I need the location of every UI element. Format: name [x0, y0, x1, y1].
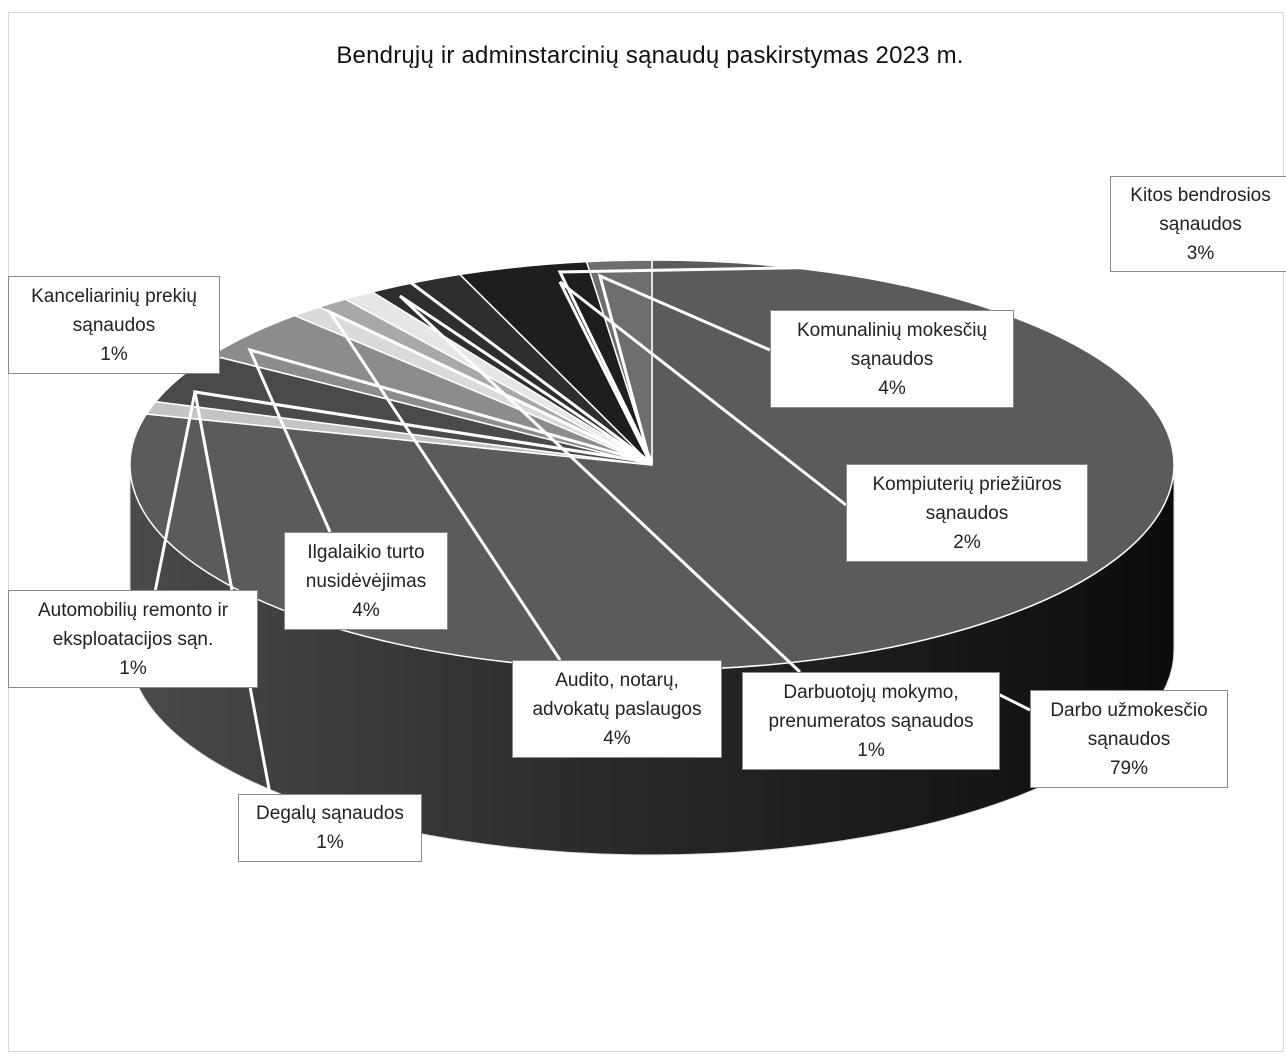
label-kanceliariniu-prekiu: Kanceliarinių prekių sąnaudos 1% [8, 276, 220, 374]
leader-line-1 [219, 280, 651, 464]
label-audito-notaru: Audito, notarų, advokatų paslaugos 4% [512, 660, 722, 758]
leader-line-4 [247, 347, 649, 533]
leader-line-0 [557, 260, 1113, 463]
label-komunaliniu-mokesciu: Komunalinių mokesčių sąnaudos 4% [770, 310, 1014, 408]
label-ilgalaikio-turto: Ilgalaikio turto nusidėvėjimas 4% [284, 532, 448, 630]
chart-title: Bendrųjų ir adminstarcinių sąnaudų paski… [336, 42, 964, 69]
leader-line-7 [398, 294, 802, 674]
label-kitos-bendrosios: Kitos bendrosios sąnaudos 3% [1110, 176, 1286, 272]
chart-frame [8, 12, 1284, 1052]
label-kompiuteriu-prieziuros: Kompiuterių priežiūros sąnaudos 2% [846, 464, 1088, 562]
leader-line-6 [325, 308, 649, 661]
label-darbo-uzmokescio: Darbo užmokesčio sąnaudos 79% [1030, 690, 1228, 788]
leader-line-2 [597, 273, 771, 463]
leader-line-3 [558, 280, 847, 507]
label-automobiliu-remonto: Automobilių remonto ir eksploatacijos sąn… [8, 590, 258, 688]
label-degalu-sanaudos: Degalų sąnaudos 1% [238, 794, 422, 862]
label-darbuotoju-mokymo: Darbuotojų mokymo, prenumeratos sąnaudos 1… [742, 672, 1000, 770]
